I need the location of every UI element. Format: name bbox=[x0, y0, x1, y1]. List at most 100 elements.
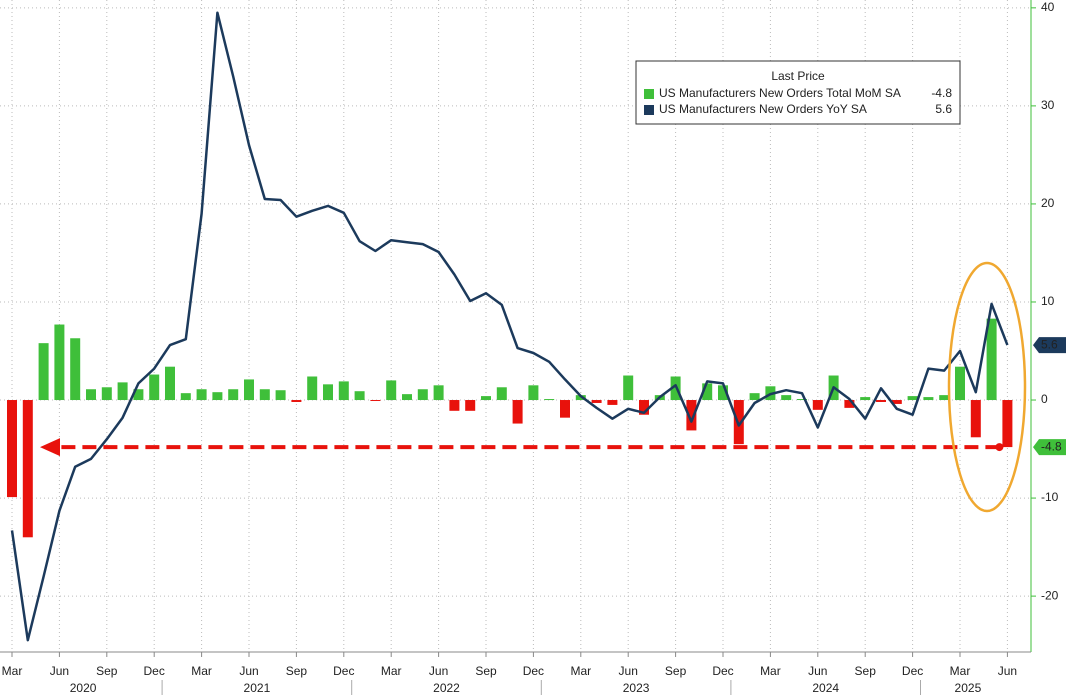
x-tick-label: Sep bbox=[286, 664, 308, 678]
x-tick-label: Sep bbox=[665, 664, 687, 678]
bar bbox=[70, 338, 81, 401]
x-tick-label: Jun bbox=[429, 664, 448, 678]
x-tick-label: Mar bbox=[570, 664, 591, 678]
legend-swatch bbox=[644, 89, 654, 99]
bar bbox=[623, 375, 634, 401]
bar bbox=[275, 390, 286, 401]
bar bbox=[876, 400, 886, 402]
bar bbox=[323, 384, 333, 401]
line bbox=[10, 11, 1009, 642]
legend-box bbox=[635, 60, 961, 125]
legend-label: US Manufacturers New Orders YoY SA bbox=[659, 102, 867, 116]
x-tick-label: Dec bbox=[712, 664, 733, 678]
x-tick-label: Jun bbox=[808, 664, 827, 678]
bar bbox=[54, 324, 65, 401]
bar bbox=[449, 400, 460, 411]
last-value-label: -4.8 bbox=[1041, 439, 1062, 453]
x-tick-label: Mar bbox=[381, 664, 402, 678]
x-tick-label: Dec bbox=[902, 664, 923, 678]
bar bbox=[560, 400, 570, 418]
x-tick-label: Sep bbox=[475, 664, 497, 678]
y-tick-label: -20 bbox=[1041, 588, 1059, 602]
legend: Last Price US Manufacturers New Orders To… bbox=[635, 60, 961, 125]
bar bbox=[591, 400, 602, 403]
bar bbox=[165, 366, 175, 401]
year-label: 2021 bbox=[244, 681, 271, 695]
bar bbox=[386, 380, 397, 401]
bar bbox=[970, 400, 981, 438]
last-value-label: 5.6 bbox=[1041, 337, 1058, 351]
bar bbox=[22, 400, 33, 538]
x-tick-label: Mar bbox=[760, 664, 781, 678]
bar bbox=[117, 382, 128, 401]
bar bbox=[812, 400, 823, 410]
bar bbox=[702, 383, 713, 401]
y-tick-label: -10 bbox=[1041, 490, 1059, 504]
x-tick-label: Sep bbox=[96, 664, 118, 678]
x-tick-label: Jun bbox=[619, 664, 638, 678]
bar bbox=[433, 385, 444, 401]
bar bbox=[402, 394, 412, 401]
bar bbox=[86, 389, 96, 401]
bar bbox=[133, 389, 144, 401]
arrow-head bbox=[40, 438, 60, 457]
x-tick-label: Dec bbox=[333, 664, 354, 678]
highlight-ellipse bbox=[947, 261, 1027, 513]
legend-swatch bbox=[644, 105, 654, 115]
y-tick-label: 40 bbox=[1041, 0, 1055, 14]
bar bbox=[986, 318, 997, 401]
year-label: 2020 bbox=[70, 681, 97, 695]
last-value-tag bbox=[1033, 439, 1066, 456]
bar bbox=[844, 400, 855, 408]
bar bbox=[955, 366, 965, 401]
y-tick-label: 0 bbox=[1041, 392, 1048, 406]
bar bbox=[196, 389, 207, 401]
x-tick-label: Dec bbox=[144, 664, 165, 678]
x-tick-label: Jun bbox=[239, 664, 258, 678]
bar bbox=[512, 400, 523, 424]
bar bbox=[686, 400, 697, 431]
arrow-dot bbox=[995, 443, 1004, 452]
bar bbox=[338, 381, 349, 401]
bar bbox=[228, 389, 239, 401]
bar bbox=[38, 343, 49, 401]
x-tick-label: Dec bbox=[523, 664, 544, 678]
y-tick-label: 10 bbox=[1041, 294, 1055, 308]
x-tick-label: Mar bbox=[2, 664, 23, 678]
bar bbox=[718, 385, 728, 401]
bar bbox=[749, 393, 760, 401]
bar bbox=[244, 379, 254, 401]
bar bbox=[354, 391, 365, 401]
bar bbox=[797, 399, 807, 401]
bar bbox=[923, 397, 934, 401]
x-tick-label: Jun bbox=[998, 664, 1017, 678]
bar bbox=[417, 389, 428, 401]
legend-value: -4.8 bbox=[931, 86, 952, 100]
bar bbox=[907, 396, 918, 401]
bar bbox=[101, 387, 112, 401]
bar bbox=[1002, 400, 1013, 448]
bar bbox=[481, 396, 491, 401]
bar bbox=[781, 395, 792, 401]
last-value-tag bbox=[1033, 337, 1066, 354]
year-label: 2024 bbox=[812, 681, 839, 695]
x-tick-label: Mar bbox=[950, 664, 971, 678]
legend-label: US Manufacturers New Orders Total MoM SA bbox=[659, 86, 901, 100]
legend-title: Last Price bbox=[771, 69, 825, 83]
bar bbox=[544, 399, 555, 401]
x-tick-label: Sep bbox=[855, 664, 877, 678]
bar bbox=[939, 395, 950, 401]
bar bbox=[212, 392, 223, 401]
x-tick-label: Mar bbox=[191, 664, 212, 678]
bar bbox=[860, 397, 871, 401]
y-tick-label: 30 bbox=[1041, 98, 1055, 112]
bar bbox=[496, 387, 507, 401]
bar bbox=[7, 400, 17, 498]
bar bbox=[465, 400, 476, 411]
year-label: 2025 bbox=[955, 681, 982, 695]
bar bbox=[370, 400, 381, 402]
bar bbox=[639, 400, 649, 415]
x-tick-label: Jun bbox=[50, 664, 69, 678]
year-label: 2022 bbox=[433, 681, 460, 695]
